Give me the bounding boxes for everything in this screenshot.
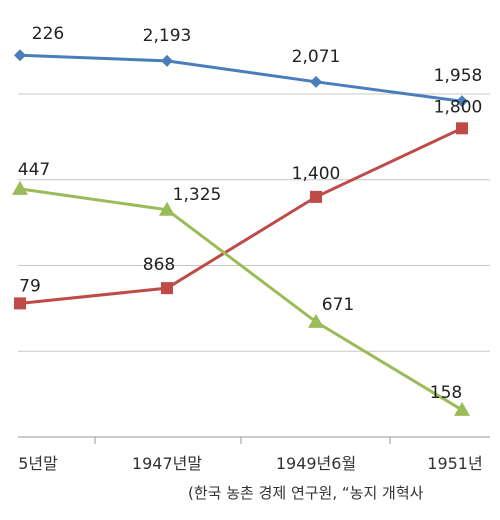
series-3-data-label-2: 1,325 <box>173 185 222 205</box>
series-3-marker-2 <box>159 201 175 216</box>
series-1-data-label-1: 226 <box>32 24 64 44</box>
series-1-marker-2 <box>161 54 173 67</box>
series-2-data-label-3: 1,400 <box>292 164 341 184</box>
x-tick-label-4: 1951년 <box>427 454 482 473</box>
x-tick-label-1: 5년말 <box>18 454 58 473</box>
series-1-data-label-2: 2,193 <box>143 26 192 46</box>
series-1-marker-4 <box>456 95 468 108</box>
series-2-marker-1 <box>14 297 26 310</box>
series-3-line <box>19 187 463 412</box>
series-1-marker-1 <box>14 49 26 62</box>
series-3-marker-3 <box>308 313 324 328</box>
series-2-marker-2 <box>161 282 173 295</box>
series-3-marker-1 <box>12 180 28 195</box>
series-1-marker-3 <box>310 75 322 88</box>
series-2-data-label-4: 1,800 <box>434 97 483 117</box>
series-3-data-label-4: 158 <box>430 383 462 403</box>
series-lines <box>19 53 463 412</box>
series-2-data-label-1: 79 <box>19 276 41 296</box>
series-3-data-label-3: 671 <box>322 295 354 315</box>
x-axis <box>18 436 490 444</box>
x-tick-label-2: 1947년말 <box>132 454 202 473</box>
series-markers <box>12 49 470 416</box>
data-labels: 226 2,193 2,071 1,958 79 868 1,400 1,800 447 1,32… <box>18 24 483 403</box>
series-2-line <box>19 126 463 305</box>
x-tick-label-3: 1949년6월 <box>276 454 356 473</box>
series-2-data-label-2: 868 <box>143 255 175 275</box>
series-1-data-label-3: 2,071 <box>292 47 341 67</box>
series-2-marker-4 <box>456 122 468 135</box>
x-tick-labels: 5년말 1947년말 1949년6월 1951년 <box>18 454 483 473</box>
series-3-data-label-1: 447 <box>18 160 50 180</box>
series-1-data-label-4: 1,958 <box>434 66 483 86</box>
gridlines <box>18 93 490 352</box>
series-3-marker-4 <box>454 401 470 416</box>
source-note: (한국 농촌 경제 연구원, “농지 개혁사 <box>188 484 424 502</box>
series-1-line <box>19 53 463 103</box>
series-2-marker-3 <box>310 190 322 203</box>
